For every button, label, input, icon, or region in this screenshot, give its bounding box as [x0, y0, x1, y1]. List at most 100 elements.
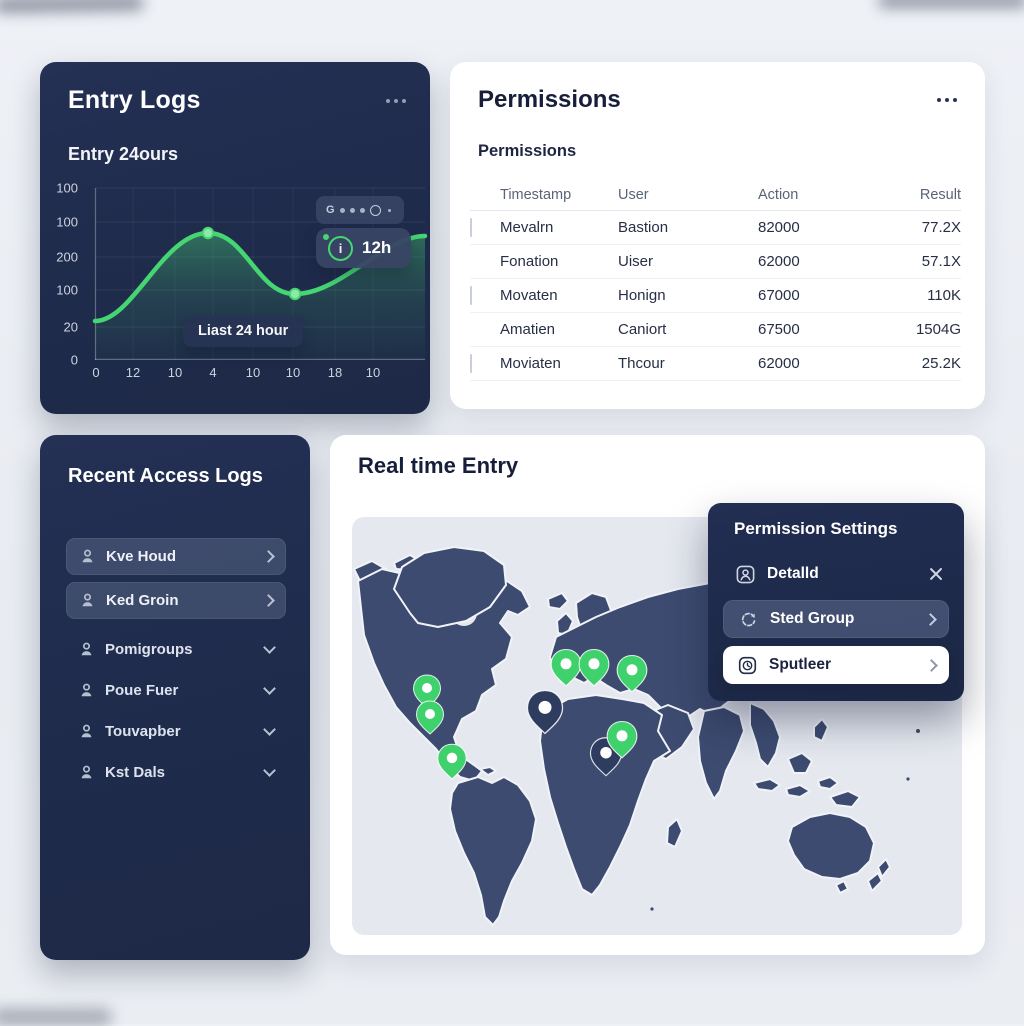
legend-letter: G — [326, 204, 335, 216]
table-row[interactable]: Mevalrn Bastion 82000 77.2X — [470, 211, 961, 245]
y-tick-label: 100 — [56, 180, 78, 196]
x-tick-label: 0 — [92, 365, 100, 380]
x-tick-label: 18 — [327, 365, 343, 380]
more-options-icon[interactable] — [933, 94, 961, 106]
access-log-label: Poue Fuer — [105, 681, 179, 699]
realtime-title: Real time Entry — [358, 453, 519, 478]
chevron-down-icon — [263, 641, 276, 654]
cell-result: 25.2K — [921, 355, 961, 372]
chevron-right-icon — [262, 594, 275, 607]
row-checkbox[interactable] — [470, 354, 472, 373]
access-logs-list: Kve Houd Ked Groin Pomigroups Poue Fuer Touv… — [66, 538, 286, 798]
entry-chart-subtitle: Entry 24ours — [68, 144, 179, 164]
cell-action: 67500 — [758, 321, 800, 338]
photo-artifact — [0, 0, 145, 14]
x-tick-label: 10 — [167, 365, 183, 380]
access-log-item[interactable]: Kve Houd — [66, 538, 286, 575]
row-checkbox[interactable] — [470, 218, 472, 237]
person-icon — [81, 683, 92, 696]
cell-user: Bastion — [618, 219, 669, 236]
popup-item-detail[interactable]: Detalld — [734, 555, 944, 593]
cell-result: 57.1X — [921, 253, 961, 270]
data-point-marker — [201, 226, 215, 240]
cell-action: 67000 — [758, 287, 800, 304]
y-tick-label: 20 — [63, 319, 78, 335]
cell-user: Caniort — [618, 321, 667, 338]
column-header: Action — [758, 187, 799, 203]
permission-settings-popup: Permission Settings Detalld Sted Group S… — [708, 503, 964, 701]
cell-result: 1504G — [915, 321, 961, 338]
chevron-right-icon — [924, 612, 937, 626]
cell-user: Uiser — [618, 253, 654, 270]
access-log-label: Ked Groin — [106, 592, 179, 609]
popup-item-schedule[interactable]: Sputleer — [723, 646, 949, 684]
y-tick-label: 100 — [56, 214, 78, 230]
chart-legend-pill[interactable]: G — [316, 196, 404, 224]
row-checkbox[interactable] — [470, 286, 472, 305]
permissions-title: Permissions — [478, 86, 621, 113]
popup-item-group[interactable]: Sted Group — [723, 600, 949, 638]
person-icon — [81, 724, 92, 737]
table-row[interactable]: Moviaten Thcour 62000 25.2K — [470, 347, 961, 381]
map-pin-green[interactable] — [616, 654, 648, 693]
time-range-badge[interactable]: i 12h — [316, 228, 411, 268]
permissions-table: Timestamp User Action Result Mevalrn Bastion… — [470, 180, 961, 381]
permissions-card: Permissions Permissions Timestamp User Act… — [450, 62, 985, 409]
person-icon — [81, 765, 92, 778]
cell-action: 82000 — [758, 219, 800, 236]
entry-logs-card: Entry Logs Entry 24ours 100 100 200 100 20 0 … — [40, 62, 430, 414]
more-options-icon[interactable] — [382, 95, 410, 107]
x-tick-label: 12 — [125, 365, 141, 380]
realtime-entry-card: Real time Entry — [330, 435, 985, 955]
map-pin-green[interactable] — [606, 720, 638, 759]
access-log-item[interactable]: Touvapber — [66, 716, 286, 746]
x-tick-label: 10 — [285, 365, 301, 380]
cell-action: 62000 — [758, 355, 800, 372]
table-row[interactable]: Amatien Caniort 67500 1504G — [470, 313, 961, 347]
table-row[interactable]: Fonation Uiser 62000 57.1X — [470, 245, 961, 279]
map-pin-green[interactable] — [437, 743, 467, 780]
entry-logs-title: Entry Logs — [68, 86, 201, 114]
person-icon — [82, 549, 93, 563]
y-tick-label: 200 — [56, 249, 78, 265]
x-tick-label: 10 — [365, 365, 381, 380]
map-pin-green[interactable] — [578, 648, 610, 687]
cell-user: Honign — [618, 287, 666, 304]
close-icon[interactable] — [928, 566, 944, 582]
person-icon — [82, 593, 93, 607]
recent-access-logs-card: Recent Access Logs Kve Houd Ked Groin Pomi… — [40, 435, 310, 960]
y-tick-label: 100 — [56, 282, 78, 298]
cell-timestamp: Amatien — [500, 321, 556, 338]
status-dot — [323, 234, 329, 240]
entry-line-chart: Liast 24 hour G i 12h — [92, 187, 428, 360]
map-pin-dark[interactable] — [526, 689, 564, 735]
map-pin-green[interactable] — [550, 648, 582, 687]
access-logs-title: Recent Access Logs — [68, 465, 263, 487]
access-log-item[interactable]: Poue Fuer — [66, 675, 286, 705]
chevron-right-icon — [925, 658, 938, 672]
photo-artifact — [878, 0, 1024, 8]
access-log-item[interactable]: Pomigroups — [66, 634, 286, 664]
access-log-label: Pomigroups — [105, 640, 193, 658]
cell-user: Thcour — [618, 355, 665, 372]
chart-y-axis: 100 100 200 100 20 0 — [40, 181, 87, 368]
access-log-item[interactable]: Ked Groin — [66, 582, 286, 619]
access-log-item[interactable]: Kst Dals — [66, 757, 286, 787]
table-header-row: Timestamp User Action Result — [470, 180, 961, 211]
user-badge-icon — [734, 563, 756, 585]
chart-tooltip: Liast 24 hour — [183, 316, 304, 347]
cell-timestamp: Fonation — [500, 253, 559, 270]
x-tick-label: 10 — [245, 365, 261, 380]
popup-title: Permission Settings — [734, 519, 898, 538]
access-log-label: Touvapber — [105, 722, 181, 740]
access-log-label: Kve Houd — [106, 548, 177, 565]
chart-x-axis: 0 12 10 4 10 10 18 10 — [92, 365, 425, 381]
cell-timestamp: Movaten — [500, 287, 558, 304]
range-label: 12h — [362, 238, 392, 257]
chevron-right-icon — [262, 550, 275, 563]
cell-timestamp: Mevalrn — [500, 219, 554, 236]
cell-timestamp: Moviaten — [500, 355, 561, 372]
permissions-subtitle: Permissions — [478, 142, 577, 160]
map-pin-green[interactable] — [415, 700, 445, 735]
table-row[interactable]: Movaten Honign 67000 110K — [470, 279, 961, 313]
